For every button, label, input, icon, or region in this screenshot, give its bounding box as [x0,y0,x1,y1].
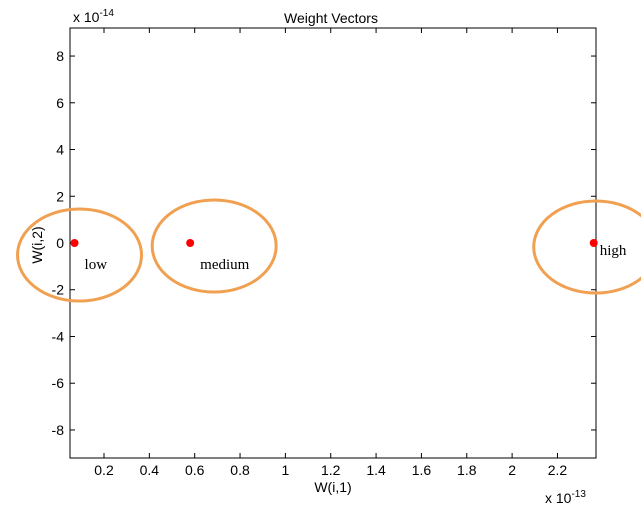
x-tick-label: 1 [281,462,289,478]
y-tick-label: -8 [52,422,65,438]
y-tick-label: 6 [56,95,64,111]
y-tick-label: -4 [52,328,65,344]
y-exponent-label: x 10-14 [73,8,114,25]
y-tick-label: 2 [56,188,64,204]
y-axis: 8 6 4 2 0 -2 -4 -6 -8 [52,48,596,438]
x-tick-label: 1.4 [366,462,386,478]
x-exponent-base: x 10 [545,490,572,506]
data-points [70,239,598,247]
x-exponent-label: x 10-13 [545,489,586,506]
chart-title: Weight Vectors [284,10,378,26]
point-medium [186,239,195,247]
x-tick-label: 0.2 [94,462,114,478]
point-annotations: low medium high [85,243,627,273]
highlight-circles [16,198,641,303]
x-tick-label: 2 [508,462,516,478]
x-tick-label: 1.8 [457,462,477,478]
point-label-high: high [600,243,627,259]
y-tick-label: 4 [56,142,64,158]
x-tick-label: 0.6 [185,462,205,478]
x-tick-label: 1.6 [412,462,432,478]
y-tick-label: -2 [52,282,65,298]
highlight-circle-low [16,207,144,303]
highlight-circle-medium [150,198,278,294]
x-axis-label: W(i,1) [314,479,351,495]
y-tick-label: -6 [52,375,65,391]
point-low [70,239,79,247]
y-tick-label: 0 [56,235,64,251]
y-axis-label: W(i,2) [29,226,45,263]
x-tick-label: 1.2 [321,462,341,478]
plot-area [69,27,597,459]
point-label-low: low [85,257,108,273]
y-exponent-base: x 10 [73,9,100,25]
x-axis: 0.2 0.4 0.6 0.8 1 1.2 1.4 1.6 1.8 2 2.2 [94,28,567,478]
point-high [589,239,598,247]
highlight-circle-high [532,199,641,295]
y-exponent-power: -14 [99,8,114,19]
y-tick-label: 8 [56,48,64,64]
point-label-medium: medium [200,257,249,273]
x-tick-label: 2.2 [548,462,568,478]
x-exponent-power: -13 [571,489,586,500]
x-tick-label: 0.4 [140,462,160,478]
x-tick-label: 0.8 [230,462,250,478]
